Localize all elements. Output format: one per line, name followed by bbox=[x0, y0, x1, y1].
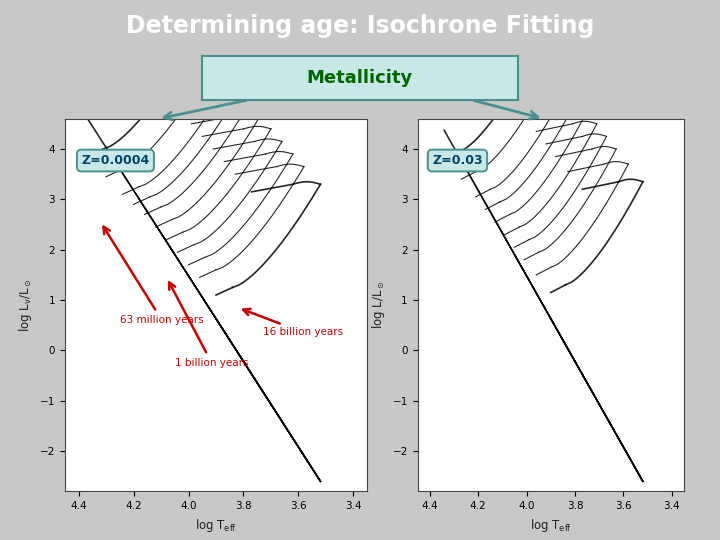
Text: Metallicity: Metallicity bbox=[307, 69, 413, 87]
Text: 16 billion years: 16 billion years bbox=[243, 309, 343, 338]
X-axis label: log T$_{\mathsf{eff}}$: log T$_{\mathsf{eff}}$ bbox=[530, 517, 572, 534]
Text: Determining age: Isochrone Fitting: Determining age: Isochrone Fitting bbox=[126, 14, 594, 38]
Text: 63 million years: 63 million years bbox=[104, 227, 204, 325]
Y-axis label: log L/L$_\odot$: log L/L$_\odot$ bbox=[370, 281, 387, 329]
Y-axis label: log L$_\mathsf{v}$/L$_\odot$: log L$_\mathsf{v}$/L$_\odot$ bbox=[17, 278, 34, 332]
Text: Z=0.0004: Z=0.0004 bbox=[81, 154, 150, 167]
X-axis label: log T$_{\mathsf{eff}}$: log T$_{\mathsf{eff}}$ bbox=[195, 517, 237, 534]
Text: Z=0.03: Z=0.03 bbox=[432, 154, 482, 167]
Text: 1 billion years: 1 billion years bbox=[169, 282, 248, 368]
